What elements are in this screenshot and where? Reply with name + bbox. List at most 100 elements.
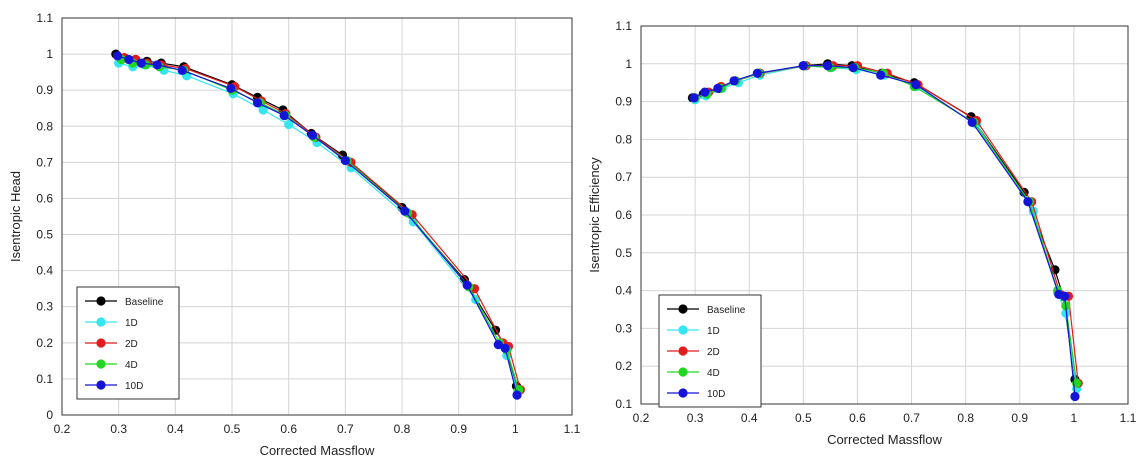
data-point	[729, 76, 739, 86]
y-tick-label: 0.2	[615, 359, 632, 373]
legend-swatch-marker	[96, 380, 106, 390]
legend-label: Baseline	[707, 305, 746, 316]
data-point	[798, 61, 808, 71]
x-tick-label: 0.8	[394, 422, 411, 436]
data-point	[1070, 391, 1080, 402]
legend-swatch-marker	[678, 304, 688, 314]
data-point	[1061, 308, 1071, 318]
chart-panel-1: 0.2 0.3 0.4 0.5 0.6 0.7 0.8 0.9 1 1.1 0 0.1 0.2 0.3 0.…	[8, 11, 581, 458]
legend-swatch-marker	[96, 317, 106, 327]
legend-label: 2D	[125, 339, 138, 350]
x-tick-label: 0.4	[167, 422, 184, 436]
y-axis-label: Isentropic Efficiency	[587, 157, 602, 273]
axes-frame	[61, 17, 573, 416]
data-point	[400, 206, 410, 216]
legend: Baseline 1D 2D 4D 10D	[658, 294, 762, 408]
data-point	[713, 83, 723, 93]
y-tick-label: 0.6	[36, 191, 53, 205]
data-point	[152, 60, 162, 70]
x-tick-label: 0.7	[903, 411, 920, 425]
x-tick-label: 0.4	[741, 411, 758, 425]
data-point	[512, 390, 522, 400]
series-10d	[112, 51, 522, 400]
x-tick-label: 1.1	[1120, 411, 1137, 425]
data-point	[252, 98, 263, 108]
data-point	[258, 105, 268, 115]
y-tick-label: 0.4	[36, 264, 53, 278]
y-tick-label: 0.7	[615, 170, 632, 184]
legend-label: 1D	[707, 326, 720, 337]
x-tick-label: 0.6	[280, 422, 297, 436]
data-point	[700, 87, 710, 97]
legend-label: 4D	[125, 360, 138, 371]
x-tick-label: 0.5	[795, 411, 812, 425]
data-point	[1060, 291, 1070, 301]
legend-swatch-marker	[96, 359, 106, 369]
x-tick-label: 0.7	[337, 422, 354, 436]
legend-label: Baseline	[125, 297, 164, 308]
y-tick-label: 0.5	[36, 228, 53, 242]
y-tick-label: 0.8	[36, 119, 53, 133]
axes-frame	[640, 25, 1129, 405]
y-tick-label: 0.9	[36, 83, 53, 97]
data-point	[226, 83, 236, 93]
x-tick-label: 0.3	[687, 411, 704, 425]
data-point	[284, 119, 294, 130]
y-tick-label: 0.6	[615, 208, 632, 222]
data-point	[136, 58, 146, 68]
series-10d	[689, 61, 1080, 402]
legend-label: 10D	[125, 381, 143, 392]
y-tick-label: 0.8	[615, 132, 632, 146]
legend-swatch-marker	[678, 388, 688, 398]
x-tick-label: 0.2	[633, 411, 650, 425]
y-tick-label: 0.4	[615, 284, 632, 298]
y-tick-label: 0.1	[615, 397, 632, 411]
legend-label: 2D	[707, 347, 720, 358]
data-point	[124, 54, 134, 65]
data-point	[112, 51, 123, 61]
legend-swatch-marker	[96, 338, 106, 348]
x-tick-label: 0.9	[450, 422, 467, 436]
legend-swatch-marker	[678, 325, 688, 335]
data-point	[279, 110, 289, 121]
y-tick-label: 1	[46, 47, 53, 61]
data-point	[493, 340, 503, 350]
x-tick-label: 1	[512, 422, 519, 436]
legend-label: 1D	[125, 318, 138, 329]
legend-label: 4D	[707, 368, 720, 379]
legend-label: 10D	[707, 389, 725, 400]
data-point	[967, 117, 977, 127]
data-point	[1023, 197, 1033, 207]
data-point	[911, 79, 921, 90]
x-tick-label: 1.1	[564, 422, 581, 436]
data-point	[823, 61, 833, 71]
x-tick-label: 1	[1071, 411, 1078, 425]
data-point	[462, 280, 472, 290]
y-tick-label: 0.1	[36, 372, 53, 386]
x-tick-label: 0.8	[957, 411, 974, 425]
y-tick-label: 1.1	[615, 19, 632, 33]
x-axis-label: Corrected Massflow	[260, 443, 375, 458]
y-tick-label: 0.2	[36, 336, 53, 350]
data-point	[689, 93, 699, 103]
x-axis-label: Corrected Massflow	[827, 432, 942, 447]
data-point	[340, 155, 350, 166]
y-tick-label: 0.3	[615, 321, 632, 335]
y-tick-label: 0	[46, 408, 53, 422]
data-point	[752, 68, 762, 78]
x-tick-label: 0.5	[224, 422, 241, 436]
legend: Baseline 1D 2D 4D 10D	[76, 286, 180, 400]
x-tick-label: 0.6	[849, 411, 866, 425]
legend-swatch-marker	[678, 367, 688, 377]
y-tick-label: 0.7	[36, 155, 53, 169]
chart-panel-2: 0.2 0.3 0.4 0.5 0.6 0.7 0.8 0.9 1 1.10.10.20.30.4…	[587, 19, 1137, 447]
y-tick-label: 0.3	[36, 300, 53, 314]
y-tick-label: 0.5	[615, 246, 632, 260]
data-point	[848, 62, 858, 73]
y-tick-label: 1.1	[36, 11, 53, 25]
y-tick-label: 1	[625, 57, 632, 71]
data-point	[307, 130, 318, 140]
data-point	[500, 343, 510, 353]
